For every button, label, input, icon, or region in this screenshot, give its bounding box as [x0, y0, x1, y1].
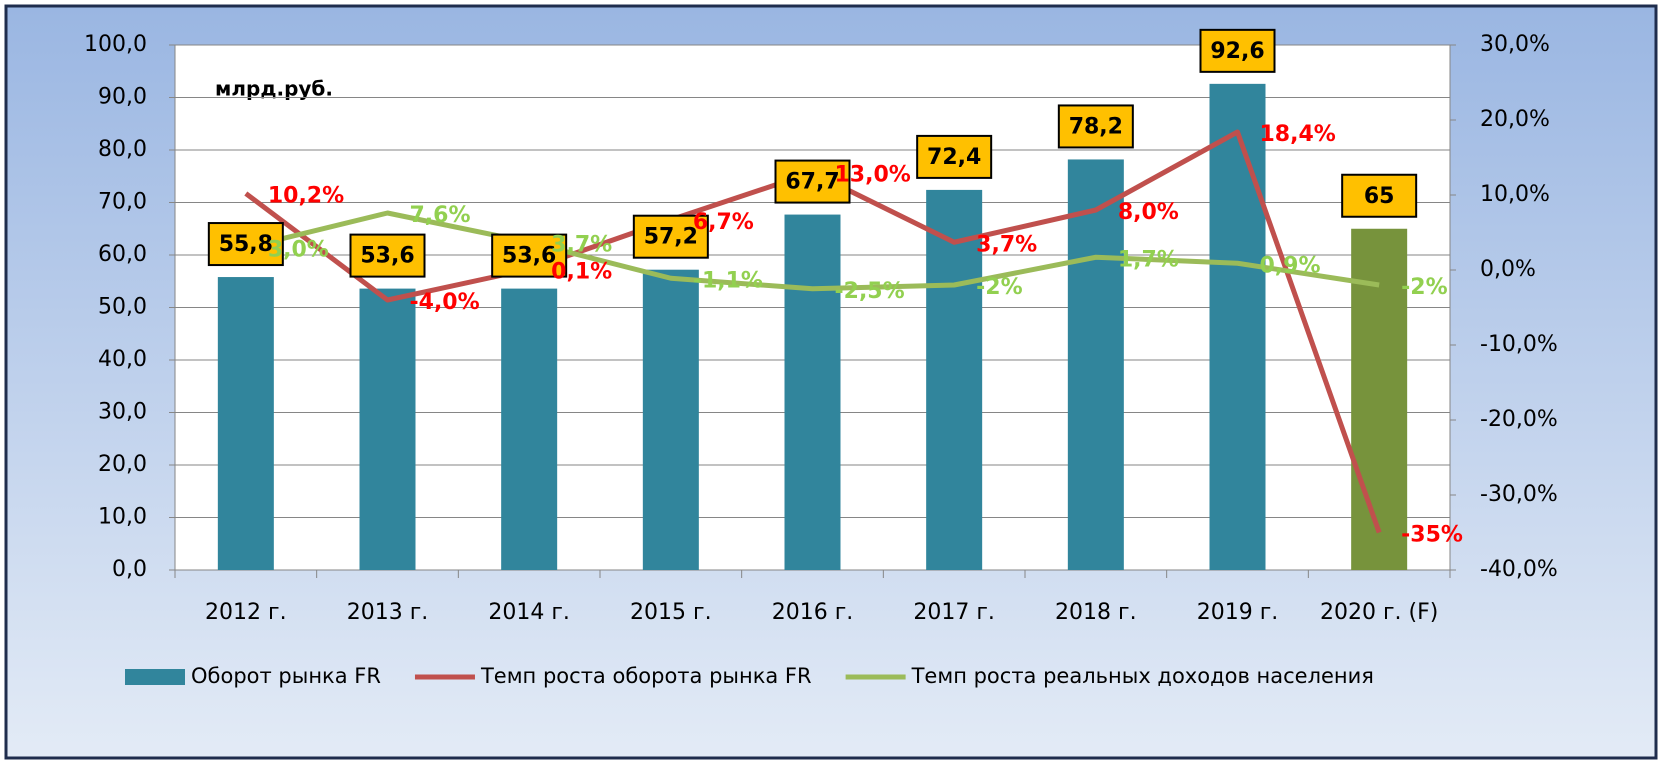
data-label: 18,4% — [1260, 122, 1336, 147]
bar — [359, 288, 416, 570]
unit-annotation: млрд.руб. — [215, 77, 333, 101]
data-label-box — [774, 159, 851, 204]
data-label: 8,0% — [1118, 200, 1179, 225]
y-tick-label: 90,0 — [98, 85, 147, 110]
y-tick-label: 100,0 — [84, 32, 147, 57]
y2-tick-label: -10,0% — [1480, 332, 1558, 357]
legend-label: Темп роста реальных доходов населения — [911, 664, 1374, 688]
y-tick-label: 40,0 — [98, 347, 147, 372]
legend-label: Оборот рынка FR — [191, 664, 381, 688]
bar — [1209, 83, 1266, 570]
bar — [1067, 159, 1124, 570]
data-label-box — [1199, 28, 1276, 73]
legend-swatch — [125, 669, 185, 685]
data-label: 3,0% — [268, 238, 329, 263]
data-label: 53,6 — [360, 244, 414, 269]
data-label-box — [491, 233, 568, 278]
data-label: 0,9% — [1260, 253, 1321, 278]
y-tick-label: 0,0 — [112, 557, 147, 582]
data-label: 55,8 — [219, 232, 273, 257]
data-label: -35% — [1401, 523, 1463, 548]
data-label: 65 — [1364, 184, 1395, 209]
y2-tick-label: -30,0% — [1480, 482, 1558, 507]
x-tick-label: 2013 г. — [347, 600, 429, 625]
bar — [926, 189, 983, 570]
bar — [784, 214, 841, 570]
x-tick-label: 2018 г. — [1055, 600, 1137, 625]
data-label-box — [207, 222, 284, 267]
x-tick-label: 2017 г. — [913, 600, 995, 625]
data-label: 57,2 — [644, 225, 698, 250]
data-label-box — [349, 233, 426, 278]
x-tick-label: 2015 г. — [630, 600, 712, 625]
data-label: 72,4 — [927, 145, 981, 170]
data-label-box — [1057, 104, 1134, 149]
data-label: 10,2% — [268, 184, 344, 209]
data-label: 67,7 — [785, 170, 839, 195]
data-label: -4,0% — [410, 290, 480, 315]
x-tick-label: 2019 г. — [1197, 600, 1279, 625]
y-tick-label: 50,0 — [98, 295, 147, 320]
data-label: 7,6% — [410, 203, 471, 228]
y-tick-label: 20,0 — [98, 452, 147, 477]
bar — [642, 269, 699, 570]
data-label: 0,1% — [551, 259, 612, 284]
y2-tick-label: 0,0% — [1480, 257, 1536, 282]
y2-tick-label: -40,0% — [1480, 557, 1558, 582]
bar — [1351, 228, 1408, 570]
data-label: -2% — [976, 275, 1022, 300]
data-label: 3,7% — [976, 232, 1037, 257]
y2-tick-label: 10,0% — [1480, 182, 1550, 207]
data-label-box — [632, 214, 709, 259]
bar — [217, 277, 274, 570]
y-tick-label: 60,0 — [98, 242, 147, 267]
data-label: 1,7% — [1118, 247, 1179, 272]
data-label: -1,1% — [693, 268, 763, 293]
y-tick-label: 80,0 — [98, 137, 147, 162]
x-tick-label: 2016 г. — [772, 600, 854, 625]
x-tick-label: 2020 г. (F) — [1320, 600, 1438, 625]
y-tick-label: 70,0 — [98, 190, 147, 215]
data-label: 13,0% — [835, 163, 911, 188]
legend-label: Темп роста оборота рынка FR — [480, 664, 812, 688]
data-label-box — [1341, 173, 1418, 218]
y-tick-label: 10,0 — [98, 505, 147, 530]
line — [245, 210, 1380, 292]
y-tick-label: 30,0 — [98, 400, 147, 425]
data-label: 53,6 — [502, 244, 556, 269]
data-label: 3,7% — [551, 232, 612, 257]
y2-tick-label: -20,0% — [1480, 407, 1558, 432]
x-tick-label: 2012 г. — [205, 600, 287, 625]
y2-tick-label: 20,0% — [1480, 107, 1550, 132]
bar — [501, 288, 558, 570]
data-label: -2% — [1401, 275, 1447, 300]
y2-tick-label: 30,0% — [1480, 32, 1550, 57]
data-label: 6,7% — [693, 210, 754, 235]
data-label: -2,5% — [835, 279, 905, 304]
data-label: 78,2 — [1069, 114, 1123, 139]
data-label-box — [916, 134, 993, 179]
x-tick-label: 2014 г. — [488, 600, 570, 625]
data-label: 92,6 — [1210, 39, 1264, 64]
